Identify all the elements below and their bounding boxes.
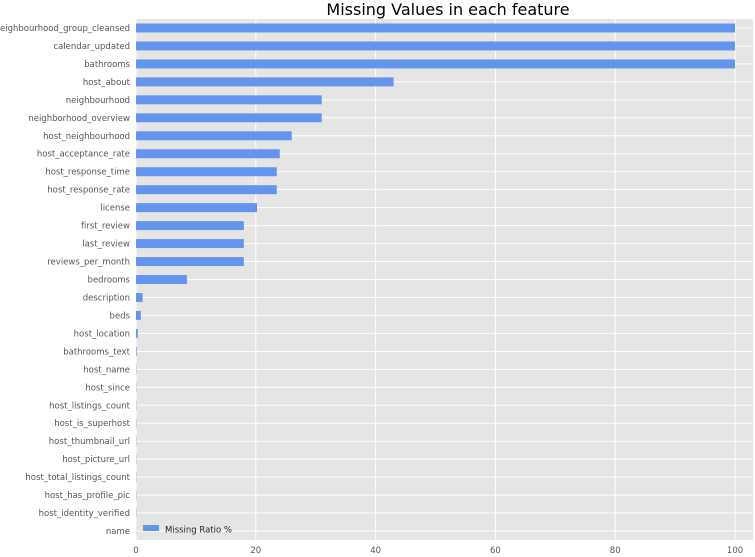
x-tick-label: 80	[610, 546, 621, 556]
bar-description	[136, 292, 143, 302]
y-tick-label: host_thumbnail_url	[49, 437, 130, 447]
bar-bathrooms_text	[136, 346, 137, 356]
x-tick-label: 20	[250, 546, 261, 556]
bar-neighbourhood	[136, 95, 322, 105]
bar-neighbourhood_group_cleansed	[136, 23, 736, 33]
y-tick-label: host_total_listings_count	[25, 473, 130, 483]
bar-license	[136, 203, 258, 213]
legend-swatch	[143, 525, 159, 531]
y-tick-label: first_review	[81, 222, 130, 232]
bar-beds	[136, 310, 141, 320]
y-tick-label: neighborhood_overview	[28, 114, 130, 124]
bar-calendar_updated	[136, 41, 736, 51]
legend: Missing Ratio %	[143, 525, 232, 536]
x-tick-label: 40	[370, 546, 381, 556]
y-tick-label: host_acceptance_rate	[37, 150, 130, 160]
bar-reviews_per_month	[136, 257, 244, 267]
y-tick-label: host_location	[74, 329, 130, 339]
x-tick-label: 0	[133, 546, 138, 556]
legend-label: Missing Ratio %	[165, 526, 232, 536]
y-tick-label: host_name	[83, 365, 130, 375]
bar-host_acceptance_rate	[136, 149, 280, 159]
chart-title: Missing Values in each feature	[326, 0, 569, 19]
bar-host_location	[136, 328, 138, 338]
bar-host_response_time	[136, 167, 277, 177]
y-tick-label: calendar_updated	[53, 42, 130, 52]
bar-neighborhood_overview	[136, 113, 322, 123]
bar-host_neighbourhood	[136, 131, 292, 141]
y-tick-label: host_about	[83, 78, 131, 88]
y-tick-label: description	[83, 293, 130, 303]
x-tick-label: 100	[727, 546, 743, 556]
bar-first_review	[136, 221, 244, 231]
bar-last_review	[136, 239, 244, 249]
y-tick-label: license	[100, 204, 130, 214]
y-tick-label: host_listings_count	[49, 401, 131, 411]
bars	[136, 23, 736, 536]
y-tick-label: reviews_per_month	[47, 258, 130, 268]
y-tick-label: host_has_profile_pic	[45, 491, 131, 501]
y-tick-label: bedrooms	[88, 276, 131, 286]
y-tick-label: beds	[110, 311, 131, 321]
y-tick-label: host_response_rate	[47, 186, 130, 196]
x-tick-label: 60	[490, 546, 501, 556]
y-tick-label: last_review	[82, 240, 130, 250]
y-tick-label: neighbourhood_group_cleansed	[0, 24, 130, 34]
y-tick-labels: neighbourhood_group_cleansed calendar_upd…	[0, 24, 131, 537]
y-tick-label: neighbourhood	[66, 96, 130, 106]
bar-host_about	[136, 77, 394, 87]
y-tick-label: host_neighbourhood	[43, 132, 130, 142]
y-tick-label: bathrooms	[84, 60, 130, 70]
y-tick-label: host_response_time	[45, 168, 130, 178]
y-tick-label: host_picture_url	[62, 455, 130, 465]
bar-host_response_rate	[136, 185, 277, 195]
bar-bedrooms	[136, 275, 187, 284]
x-tick-labels: 0 20 40 60 80 100	[133, 546, 743, 556]
y-tick-label: host_since	[85, 383, 130, 393]
bar-bathrooms	[136, 59, 736, 69]
y-tick-label: host_identity_verified	[39, 509, 130, 519]
y-tick-label: name	[106, 527, 130, 537]
y-tick-label: bathrooms_text	[63, 347, 130, 357]
y-tick-label: host_is_superhost	[54, 419, 130, 429]
